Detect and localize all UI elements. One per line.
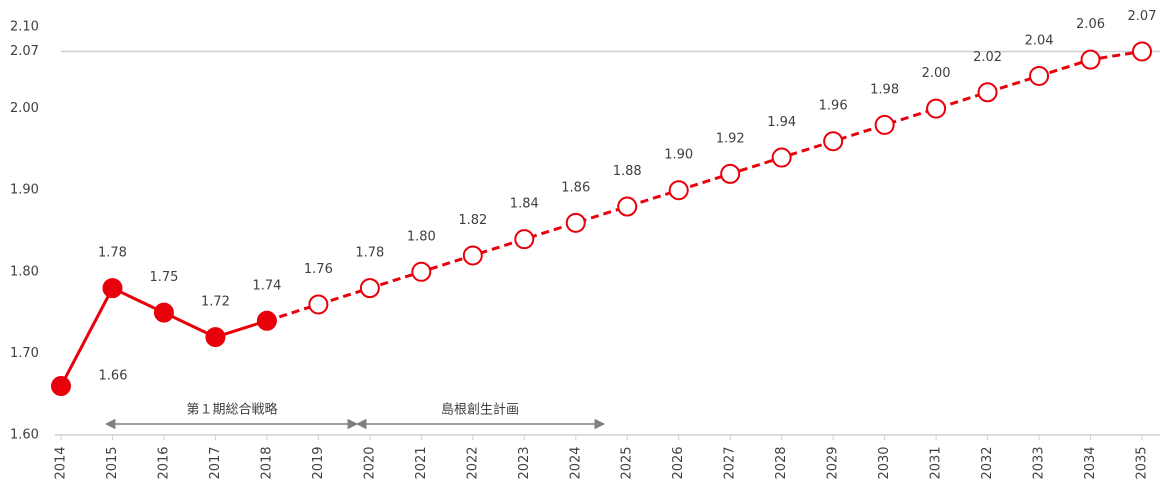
x-tick-label: 2026 [671,446,686,479]
data-label: 1.80 [407,229,436,244]
x-tick-label: 2035 [1135,446,1150,479]
data-label: 1.98 [870,82,899,97]
x-tick-label: 2031 [929,446,944,479]
x-tick-label: 2017 [208,446,223,479]
y-tick-label: 2.07 [10,44,39,59]
data-label: 1.96 [819,99,848,114]
point [205,327,226,348]
data-label: 1.86 [561,180,590,195]
data-label: 2.02 [973,50,1002,65]
data-label: 1.88 [613,164,642,179]
point [720,163,741,184]
x-tick-label: 2018 [259,446,274,479]
point [617,196,638,217]
y-tick-label: 2.10 [10,20,39,35]
x-tick-label: 2014 [54,446,69,479]
data-label: 1.75 [149,270,178,285]
point [823,131,844,152]
y-tick-label: 1.80 [10,264,39,279]
data-label: 1.78 [355,246,384,261]
annotation: 第１期総合戦略 [186,402,277,418]
data-label: 1.78 [98,246,127,261]
point [1132,41,1152,62]
x-tick-label: 2027 [723,446,738,479]
x-tick-label: 2034 [1083,446,1098,479]
point [153,302,174,323]
x-tick-label: 2032 [980,446,995,479]
y-tick-label: 1.90 [10,183,39,198]
annotation: 島根創生計画 [441,402,519,418]
point [565,212,586,233]
data-label: 2.07 [1128,9,1157,24]
data-label: 1.72 [201,295,230,310]
y-tick-label: 1.70 [10,346,39,361]
x-tick-label: 2030 [877,446,892,479]
point [256,310,277,331]
point [977,82,998,103]
data-label: 1.74 [252,278,281,293]
x-tick-label: 2020 [362,446,377,479]
point [102,278,123,299]
data-label: 1.84 [510,197,539,212]
point [1029,65,1050,86]
point [51,376,71,397]
x-tick-label: 2021 [414,446,429,479]
data-label: 2.00 [922,66,951,81]
y-tick-label: 2.00 [10,101,39,116]
point [359,278,380,299]
data-label: 1.90 [664,148,693,163]
data-label: 1.76 [304,262,333,277]
point [308,294,329,315]
x-tick-label: 2023 [517,446,532,479]
point [1080,49,1101,70]
y-tick-label: 1.60 [10,428,39,443]
x-tick-label: 2029 [826,446,841,479]
point [874,114,895,135]
point [771,147,792,168]
x-tick-label: 2024 [568,446,583,479]
x-tick-label: 2028 [774,446,789,479]
point [926,98,947,119]
x-tick-label: 2022 [465,446,480,479]
data-label: 2.04 [1025,33,1054,48]
point [462,245,483,266]
x-tick-label: 2025 [620,446,635,479]
x-tick-label: 2033 [1032,446,1047,479]
data-label: 1.92 [716,131,745,146]
data-label: 1.82 [458,213,487,228]
data-label: 1.66 [99,369,128,384]
point [411,261,432,282]
data-label: 1.94 [767,115,796,130]
x-tick-label: 2019 [311,446,326,479]
x-tick-label: 2016 [156,446,171,479]
data-label: 2.06 [1076,17,1105,32]
point [514,229,535,250]
point [668,180,689,201]
x-tick-label: 2015 [105,446,120,479]
